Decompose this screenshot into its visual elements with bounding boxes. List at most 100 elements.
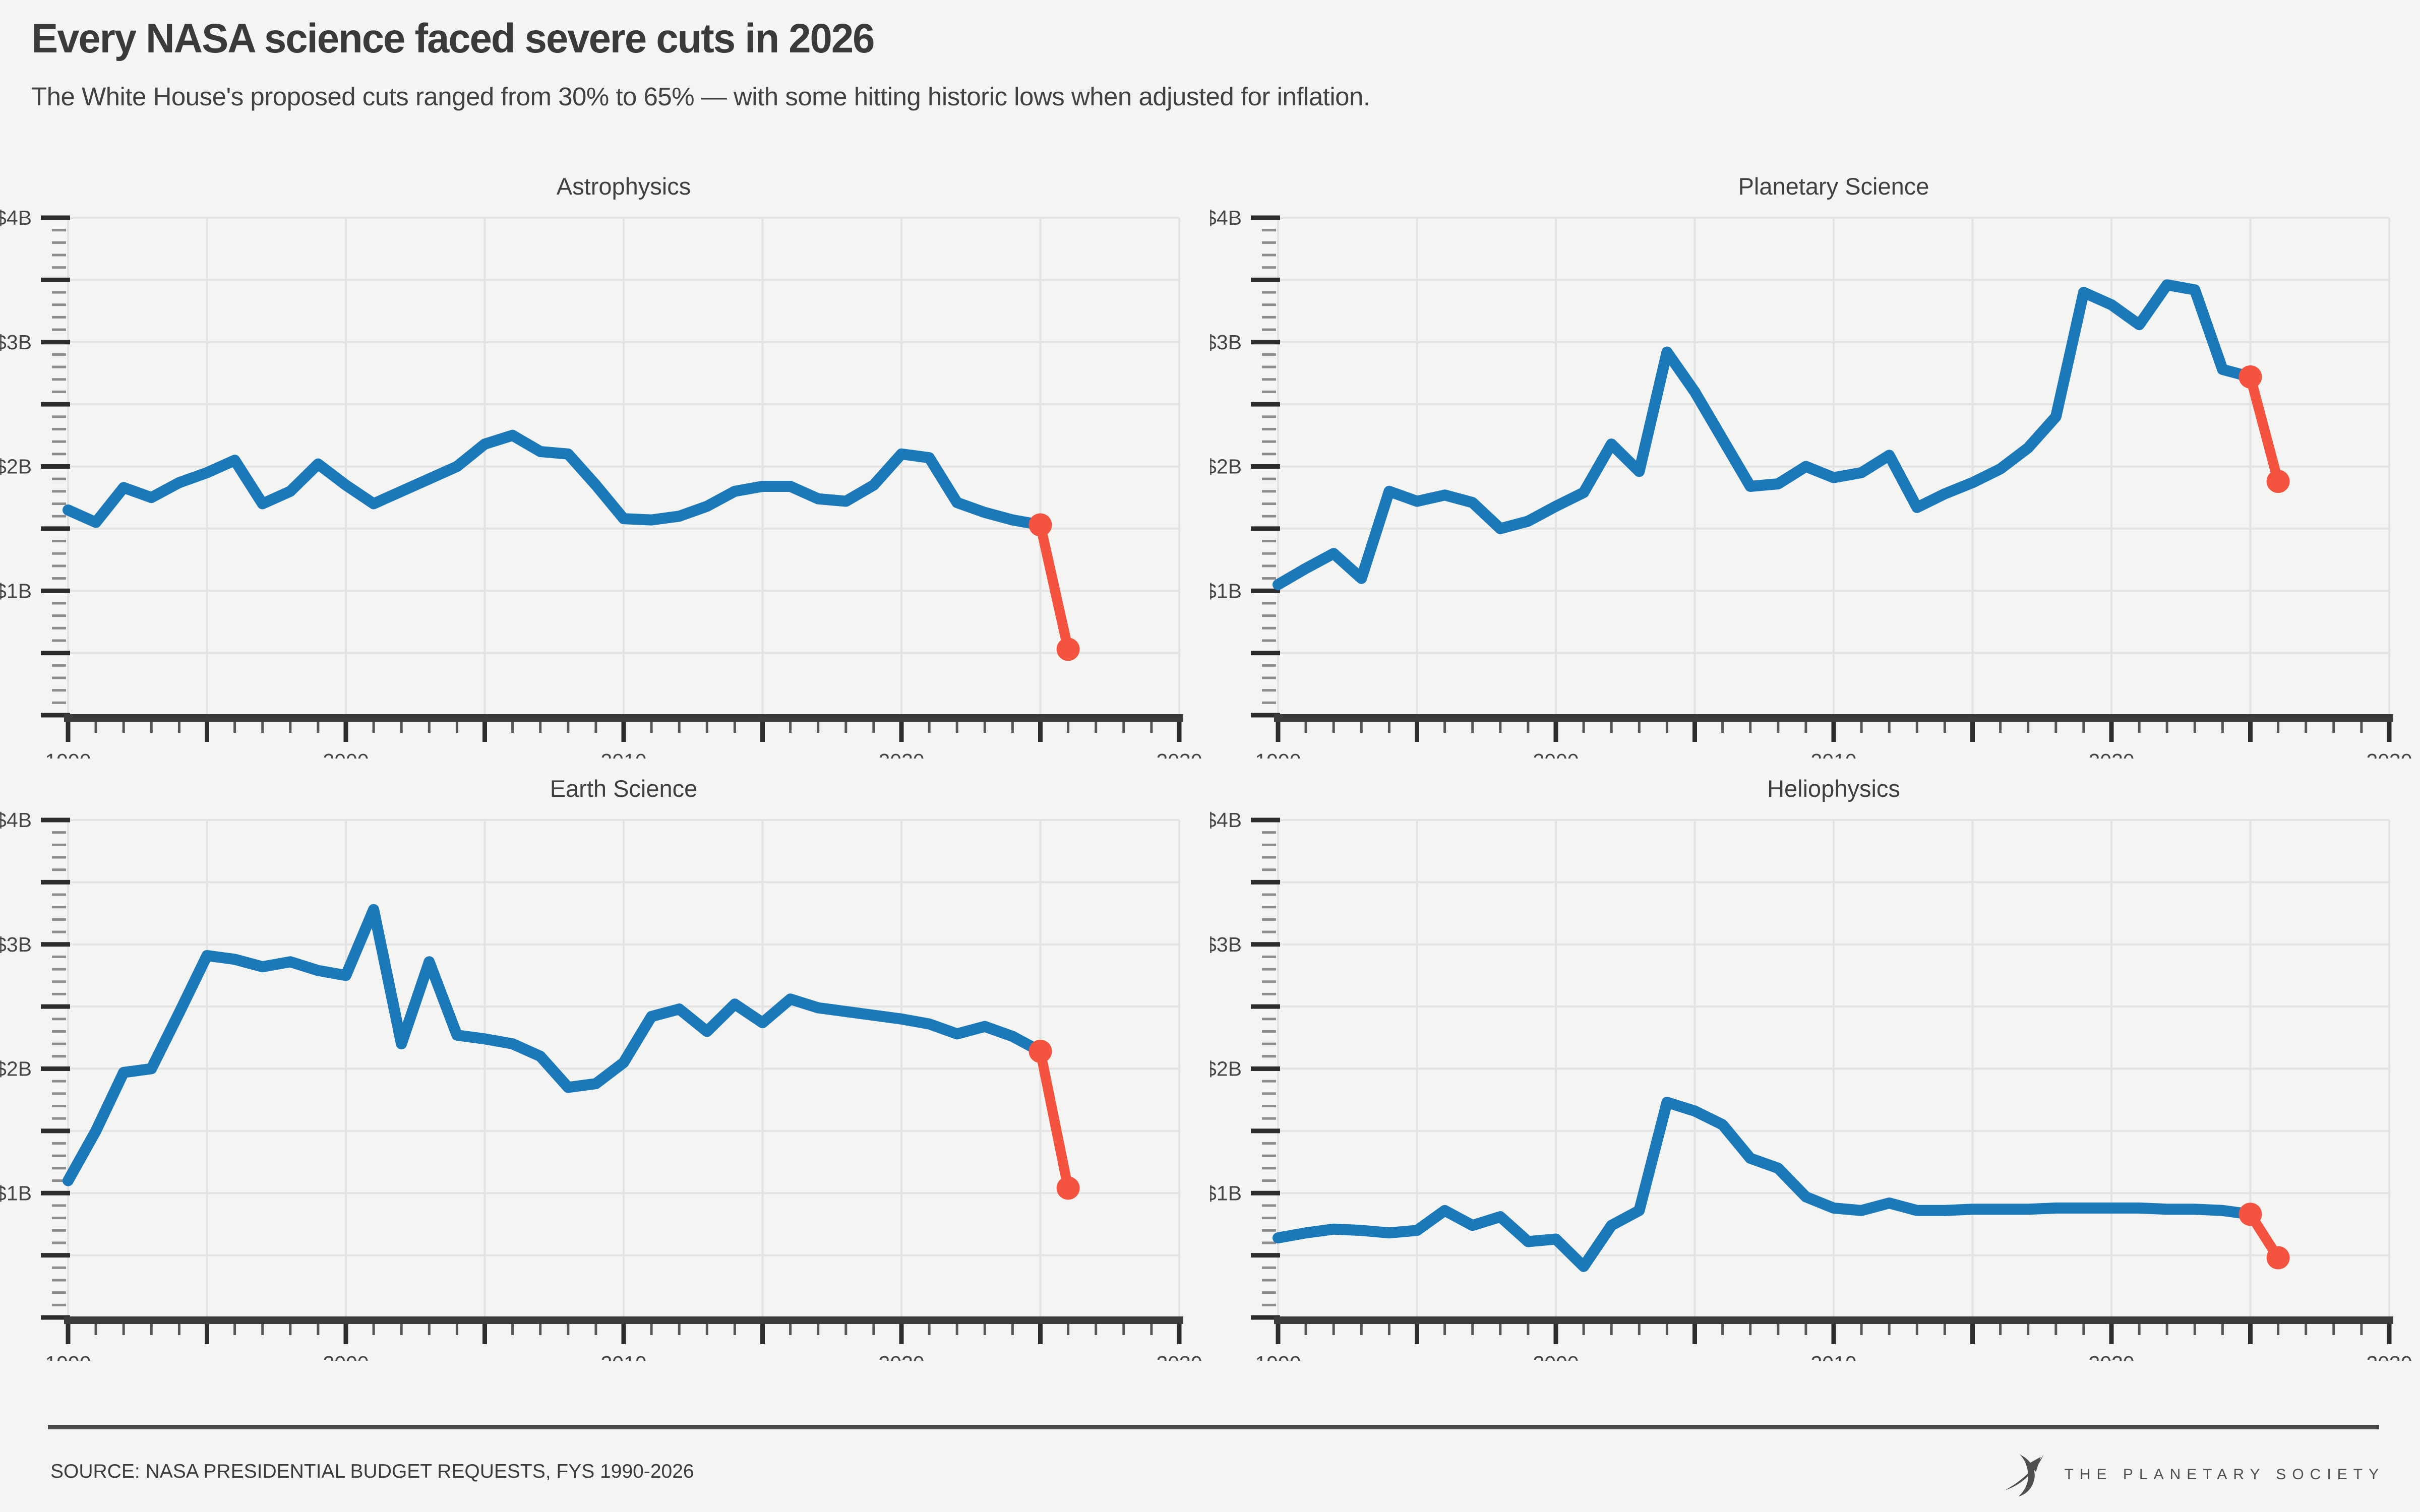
y-major-tick: [41, 817, 70, 823]
header: Every NASA science faced severe cuts in …: [31, 15, 1370, 111]
x-minor-tick: [1332, 722, 1335, 733]
x-major-tick: [1276, 722, 1281, 742]
x-axis-label: 2030: [2366, 1352, 2412, 1361]
x-minor-tick: [1527, 1324, 1530, 1335]
y-major-tick: [1251, 340, 1280, 345]
y-minor-tick: [52, 955, 66, 958]
x-minor-tick: [317, 1324, 320, 1335]
x-minor-tick: [150, 1324, 153, 1335]
x-minor-tick: [1471, 1324, 1474, 1335]
x-axis-labels: 1990 2000 2010 2020 2030: [45, 749, 1202, 759]
y-major-tick: [1251, 1128, 1280, 1133]
y-minor-tick: [1262, 1030, 1276, 1033]
budget-line: [63, 904, 1046, 1186]
y-minor-tick: [1262, 365, 1276, 368]
footer-divider: [48, 1425, 2379, 1429]
y-axis-ticks: [1251, 817, 1280, 1320]
y-minor-tick: [1262, 1167, 1276, 1170]
x-minor-tick: [372, 722, 375, 733]
x-minor-tick: [1095, 1324, 1098, 1335]
y-axis-label: $1B: [0, 579, 32, 602]
x-minor-tick: [650, 1324, 653, 1335]
y-minor-tick: [1262, 1229, 1276, 1232]
x-minor-tick: [1011, 722, 1014, 733]
budget-line: [1273, 1097, 2256, 1272]
planetary-society-logo-icon: [2005, 1454, 2044, 1497]
x-minor-tick: [94, 722, 97, 733]
y-minor-tick: [52, 968, 66, 971]
y-axis-ticks: [1251, 215, 1280, 718]
x-minor-tick: [289, 722, 292, 733]
y-minor-tick: [52, 427, 66, 430]
x-minor-tick: [428, 1324, 431, 1335]
x-axis-label: 2010: [1810, 749, 1856, 759]
x-major-tick: [1177, 722, 1182, 742]
x-axis-bar: [64, 1316, 1183, 1324]
x-minor-tick: [233, 722, 236, 733]
y-major-tick: [41, 1128, 70, 1133]
y-minor-tick: [52, 676, 66, 679]
x-minor-tick: [1471, 722, 1474, 733]
x-axis-label: 2000: [1533, 1352, 1579, 1361]
y-major-tick: [1251, 526, 1280, 531]
x-minor-tick: [872, 722, 875, 733]
logo-sail-triangle: [2026, 1457, 2041, 1472]
x-axis-label: 2030: [1156, 749, 1202, 759]
y-minor-tick: [1262, 490, 1276, 493]
x-minor-tick: [2193, 1324, 2196, 1335]
x-minor-tick: [567, 722, 570, 733]
y-minor-tick: [1262, 639, 1276, 642]
y-major-tick: [1251, 942, 1280, 947]
y-minor-tick: [52, 490, 66, 493]
page-title: Every NASA science faced severe cuts in …: [31, 16, 875, 61]
proposed-cut-end-dot: [1056, 638, 1080, 661]
y-minor-tick: [1262, 254, 1276, 257]
y-major-tick: [41, 1066, 70, 1071]
y-minor-tick: [52, 602, 66, 605]
chart-astrophysics: $1B $2B $3B $4B 1990 2000 2010 2020 2030 Astrophy…: [0, 173, 1202, 759]
y-major-tick: [1251, 464, 1280, 469]
y-minor-tick: [1262, 540, 1276, 543]
x-minor-tick: [1610, 722, 1613, 733]
chart-planetary-science: $1B $2B $3B $4B 1990 2000 2010 2020 2030 Planetar…: [1210, 173, 2412, 759]
x-minor-tick: [1499, 722, 1502, 733]
y-axis-label: $1B: [1210, 579, 1242, 602]
y-minor-tick: [1262, 453, 1276, 456]
y-minor-tick: [52, 254, 66, 257]
x-minor-tick: [2277, 1324, 2280, 1335]
y-minor-tick: [52, 552, 66, 555]
chart-earth-science: $1B $2B $3B $4B 1990 2000 2010 2020 2030 Earth Sc…: [0, 775, 1202, 1361]
x-minor-tick: [261, 722, 264, 733]
x-minor-tick: [511, 722, 514, 733]
y-major-tick: [1251, 215, 1280, 220]
x-minor-tick: [2332, 1324, 2335, 1335]
x-major-tick: [1038, 722, 1043, 742]
x-minor-tick: [1387, 722, 1390, 733]
x-major-tick: [2248, 1324, 2253, 1344]
y-minor-tick: [1262, 1179, 1276, 1182]
y-minor-tick: [52, 415, 66, 418]
x-minor-tick: [733, 722, 736, 733]
y-minor-tick: [52, 241, 66, 244]
y-major-tick: [1251, 588, 1280, 593]
x-minor-tick: [511, 1324, 514, 1335]
gridlines: [67, 819, 1180, 1317]
y-minor-tick: [1262, 955, 1276, 958]
x-axis-bar: [1274, 714, 2393, 722]
x-minor-tick: [1721, 722, 1724, 733]
y-minor-tick: [52, 1217, 66, 1220]
y-axis-label: $3B: [0, 933, 32, 956]
x-minor-tick: [1360, 1324, 1363, 1335]
x-minor-tick: [317, 722, 320, 733]
y-minor-tick: [52, 639, 66, 642]
x-minor-tick: [1122, 1324, 1125, 1335]
y-axis-label: $1B: [1210, 1181, 1242, 1205]
y-minor-tick: [1262, 266, 1276, 269]
proposed-cut-start-dot: [2238, 365, 2262, 389]
page-subtitle: The White House's proposed cuts ranged f…: [31, 82, 1370, 111]
y-minor-tick: [52, 614, 66, 617]
y-major-tick: [1251, 879, 1280, 885]
y-minor-tick: [1262, 1266, 1276, 1269]
x-minor-tick: [233, 1324, 236, 1335]
x-axis-ticks: [1276, 1324, 2392, 1344]
